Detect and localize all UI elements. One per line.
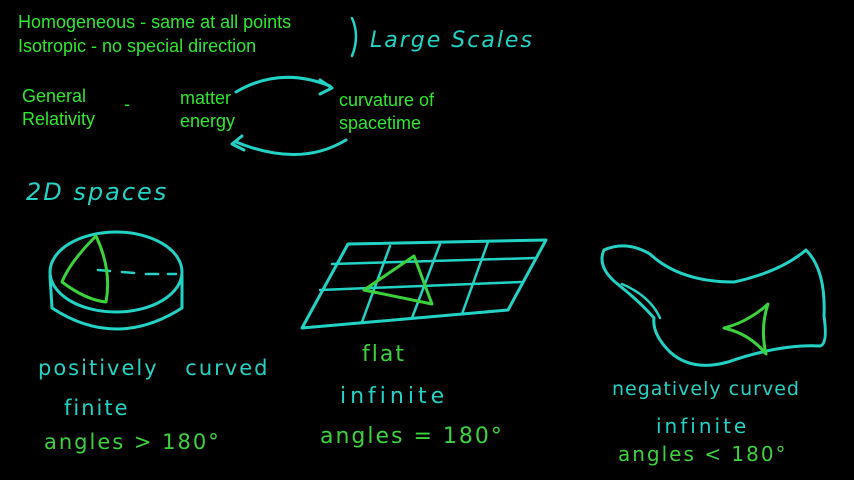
relativity-label: Relativity [22,109,96,129]
arrow-to-curvature [234,75,332,94]
spaces-heading: 2D spaces [26,178,169,206]
general-label: General [22,86,87,106]
saddle-drawing [600,244,827,367]
sphere-drawing [48,230,184,331]
sphere-extent-label: finite [64,396,130,420]
relativity-dash: - [124,94,130,114]
saddle-triangle [722,302,770,356]
brace-mark [350,16,358,58]
spacetime-label: spacetime [339,113,422,133]
arrow-to-matter [234,138,348,156]
arrowhead-to-curvature [318,78,334,96]
saddle-curvature-label: negatively curved [612,378,800,400]
plane-curvature-label: flat [362,342,406,367]
plane-angles-label: angles = 180° [320,424,504,449]
plane-triangle [362,254,434,306]
sphere-curvature-label: positively curved [38,356,270,380]
isotropic-definition: Isotropic - no special direction [18,36,257,56]
sphere-triangle [60,234,110,304]
homogeneous-definition: Homogeneous - same at all points [18,12,292,32]
plane-drawing [300,238,548,330]
saddle-extent-label: infinite [656,414,750,438]
sphere-angles-label: angles > 180° [44,430,221,454]
arrowhead-to-matter [230,134,246,152]
plane-extent-label: infinite [340,384,449,409]
energy-label: energy [180,111,236,131]
saddle-angles-label: angles < 180° [618,442,788,466]
large-scales-note: Large Scales [370,28,534,53]
matter-label: matter [180,88,232,108]
curvature-of-label: curvature of [339,90,435,110]
